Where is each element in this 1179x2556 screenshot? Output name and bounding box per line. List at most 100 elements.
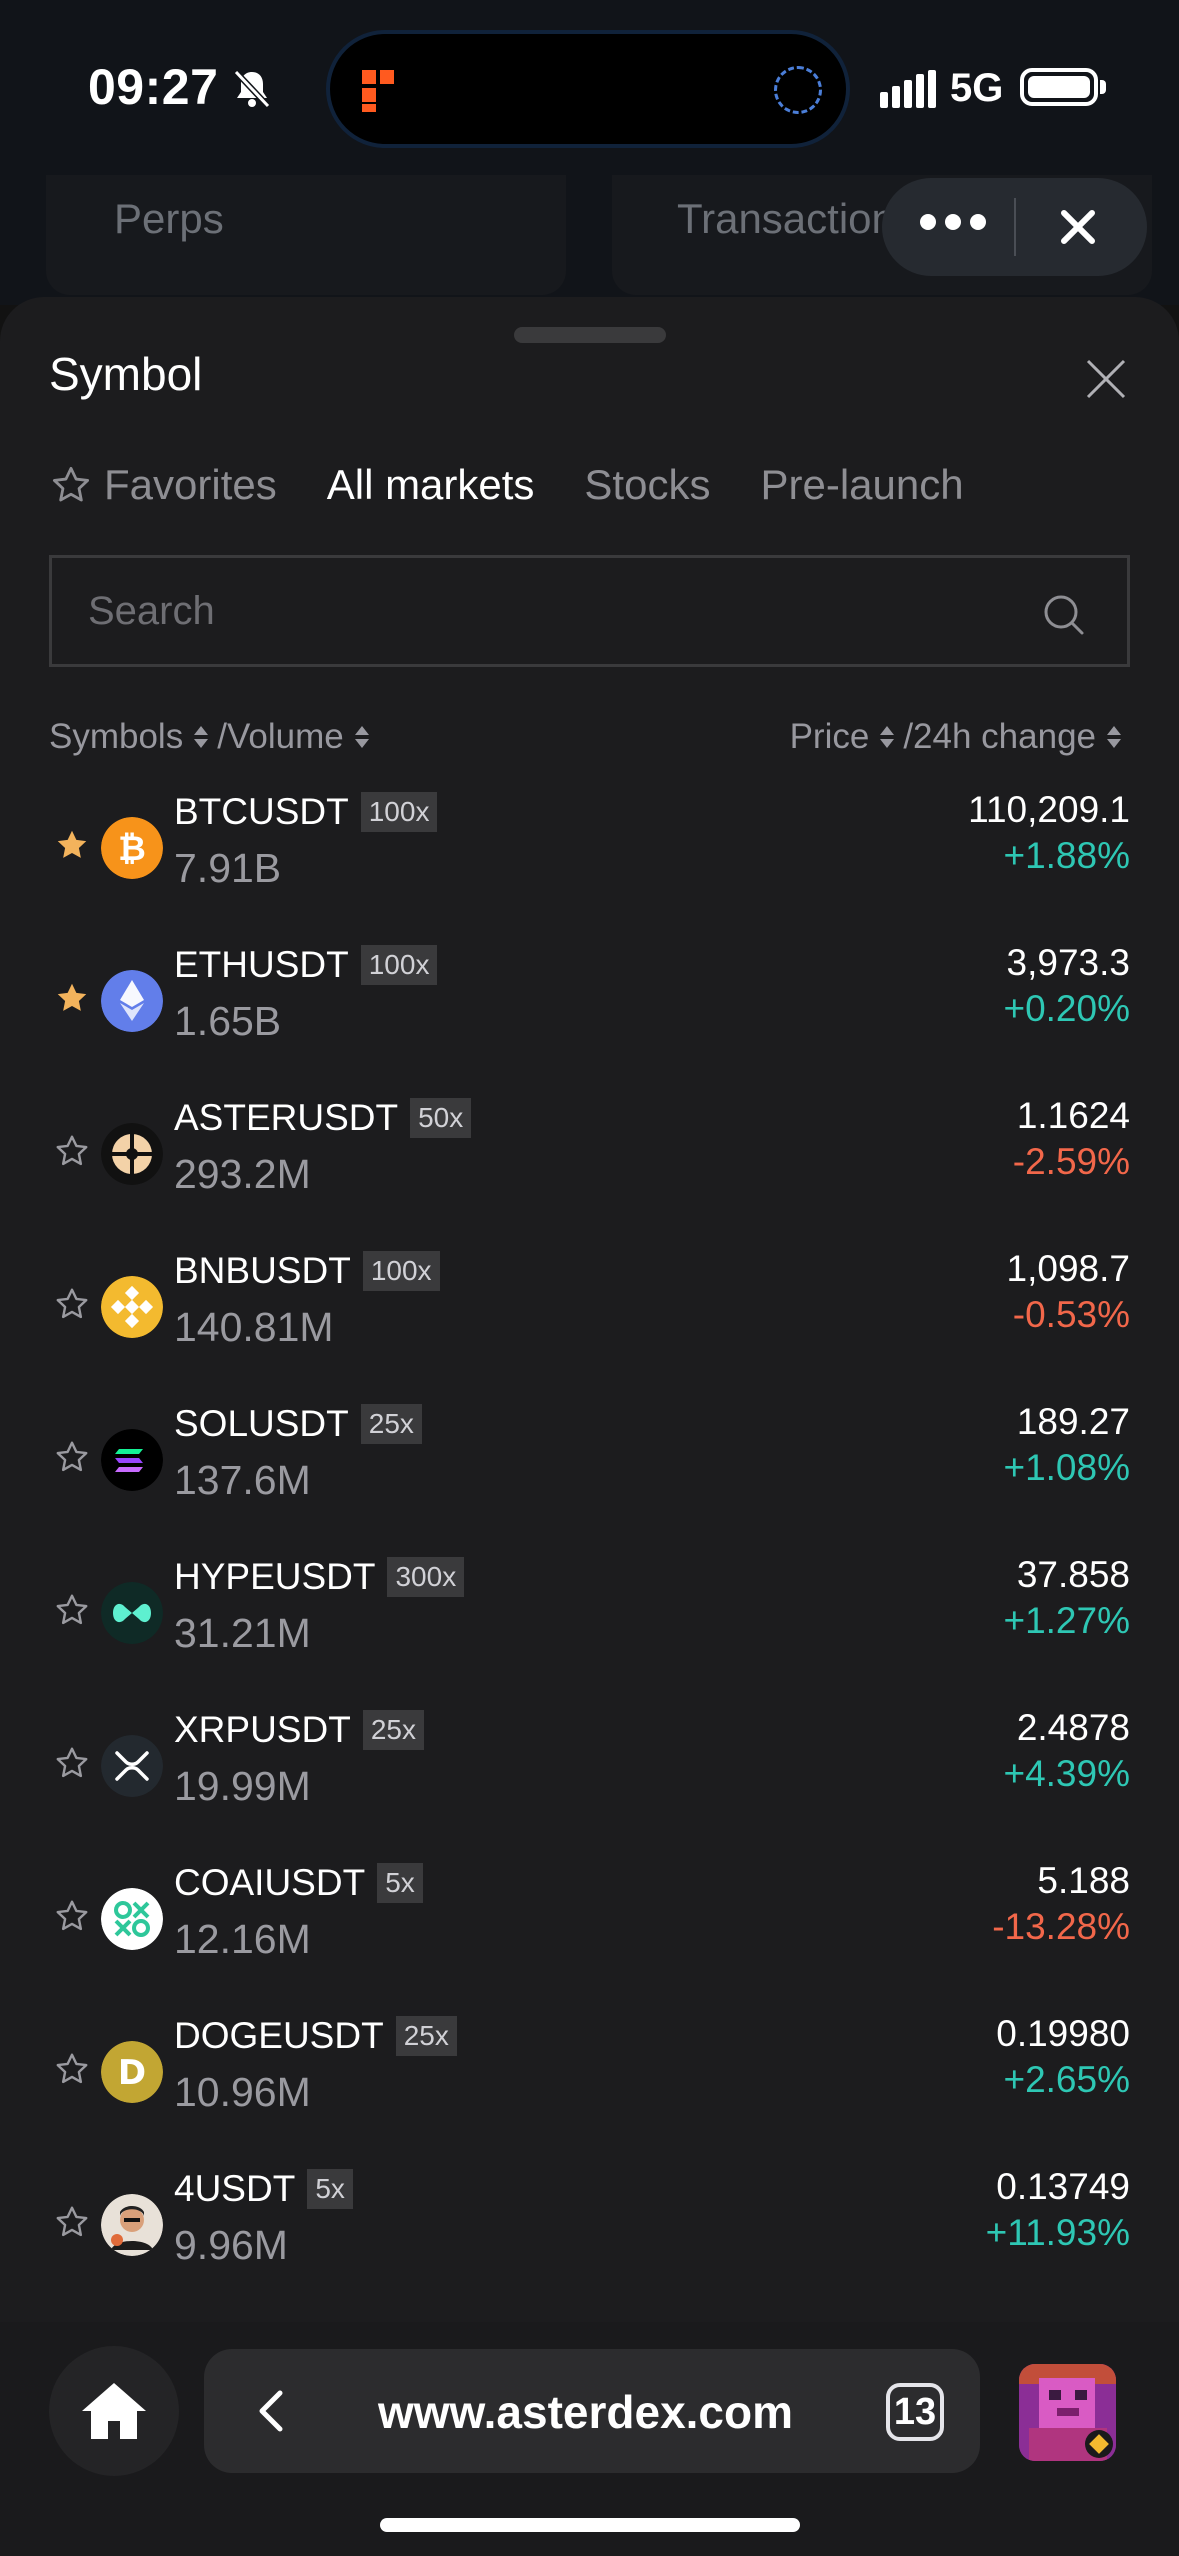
star-outline-icon[interactable] (54, 1898, 90, 1934)
sort-icon (354, 726, 369, 748)
change-value: +1.27% (1003, 1600, 1130, 1641)
star-filled-icon[interactable] (54, 980, 90, 1016)
symbol-label: 4USDT (174, 2168, 296, 2209)
market-list: ₿ BTCUSDT 100x 7.91B 110,209.1 +1.88% ETHUSDT 1… (0, 785, 1179, 2315)
market-row[interactable]: ETHUSDT 100x 1.65B 3,973.3 +0.20% (0, 938, 1179, 1091)
home-button[interactable] (49, 2346, 179, 2476)
sort-icon (194, 726, 209, 748)
star-outline-icon[interactable] (54, 1286, 90, 1322)
address-bar[interactable]: www.asterdex.com 13 (204, 2349, 980, 2473)
symbol-label: DOGEUSDT (174, 2015, 384, 2056)
leverage-badge: 100x (360, 792, 438, 832)
tab-all-markets[interactable]: All markets (326, 461, 535, 508)
symbol-name: XRPUSDT 25x (174, 1709, 424, 1751)
search-input[interactable]: Search (49, 555, 1130, 667)
search-icon[interactable] (1041, 592, 1085, 636)
change-value: +4.39% (1003, 1753, 1130, 1794)
tabs-count-button[interactable]: 13 (886, 2383, 944, 2441)
symbols-volume-sort[interactable]: Symbols /Volume (49, 717, 378, 757)
market-row[interactable]: XRPUSDT 25x 19.99M 2.4878 +4.39% (0, 1703, 1179, 1856)
change-value: +1.08% (1003, 1447, 1130, 1488)
market-row[interactable]: BNBUSDT 100x 140.81M 1,098.7 -0.53% (0, 1244, 1179, 1397)
price-value: 1.1624 (1016, 1095, 1130, 1136)
home-icon (82, 2383, 146, 2439)
svg-text:D: D (118, 2053, 146, 2093)
tab-stocks[interactable]: Stocks (584, 461, 711, 508)
status-time: 09:27 (88, 59, 219, 115)
star-outline-icon[interactable] (54, 2051, 90, 2087)
star-outline-icon[interactable] (54, 1745, 90, 1781)
symbol-label: HYPEUSDT (174, 1556, 376, 1597)
price-change-sort[interactable]: Price /24h change (790, 717, 1130, 757)
sheet-grabber[interactable] (514, 327, 666, 343)
back-icon[interactable] (248, 2387, 296, 2435)
price-value: 5.188 (1037, 1860, 1130, 1901)
symbol-name: SOLUSDT 25x (174, 1403, 422, 1445)
volume-value: 7.91B (174, 845, 282, 891)
leverage-badge: 5x (307, 2169, 353, 2209)
symbol-label: ETHUSDT (174, 944, 349, 985)
close-miniapp-icon[interactable] (1054, 203, 1102, 251)
star-outline-icon[interactable] (54, 1592, 90, 1628)
profile-avatar[interactable] (1019, 2364, 1116, 2461)
market-row[interactable]: ASTERUSDT 50x 293.2M 1.1624 -2.59% (0, 1091, 1179, 1244)
symbol-name: 4USDT 5x (174, 2168, 353, 2210)
volume-value: 9.96M (174, 2222, 288, 2268)
url-text: www.asterdex.com (378, 2386, 794, 2438)
symbol-label: XRPUSDT (174, 1709, 351, 1750)
sort-icon (1107, 726, 1121, 748)
miniapp-control-pill (882, 178, 1147, 276)
svg-text:₿: ₿ (118, 829, 146, 869)
activity-ring-icon (774, 66, 822, 114)
tab-pre-launch[interactable]: Pre-launch (760, 461, 964, 508)
leverage-badge: 50x (410, 1098, 472, 1138)
signal-icon (880, 70, 936, 108)
star-outline-icon[interactable] (54, 1133, 90, 1169)
market-row[interactable]: ₿ BTCUSDT 100x 7.91B 110,209.1 +1.88% (0, 785, 1179, 938)
browser-toolbar: www.asterdex.com 13 (0, 2322, 1179, 2556)
dynamic-island (326, 30, 850, 148)
symbol-name: ASTERUSDT 50x (174, 1097, 472, 1139)
market-row[interactable]: COAIUSDT 5x 12.16M 5.188 -13.28% (0, 1856, 1179, 2009)
change-value: -0.53% (1012, 1294, 1130, 1335)
battery-icon (1020, 68, 1098, 106)
volume-value: 31.21M (174, 1610, 311, 1656)
market-row[interactable]: SOLUSDT 25x 137.6M 189.27 +1.08% (0, 1397, 1179, 1550)
change-value: -2.59% (1012, 1141, 1130, 1182)
star-filled-icon[interactable] (54, 827, 90, 863)
tab-favorites[interactable]: Favorites (50, 461, 277, 509)
xrp-icon (101, 1735, 163, 1797)
volume-value: 12.16M (174, 1916, 311, 1962)
symbol-label: COAIUSDT (174, 1862, 366, 1903)
star-outline-icon[interactable] (54, 1439, 90, 1475)
leverage-badge: 100x (362, 1251, 440, 1291)
battery-tip (1100, 80, 1106, 94)
close-icon[interactable] (1082, 355, 1130, 403)
home-indicator (380, 2518, 800, 2532)
symbol-label: BNBUSDT (174, 1250, 351, 1291)
price-value: 189.27 (1016, 1401, 1130, 1442)
market-row[interactable]: D DOGEUSDT 25x 10.96M 0.19980 +2.65% (0, 2009, 1179, 2162)
network-label: 5G (950, 66, 1004, 110)
leverage-badge: 100x (360, 945, 438, 985)
market-row[interactable]: 4USDT 5x 9.96M 0.13749 +11.93% (0, 2162, 1179, 2315)
star-outline-icon[interactable] (54, 2204, 90, 2240)
volume-value: 19.99M (174, 1763, 311, 1809)
bnb-icon (101, 1276, 163, 1338)
ethereum-icon (101, 970, 163, 1032)
symbol-name: BNBUSDT 100x (174, 1250, 440, 1292)
price-value: 110,209.1 (968, 789, 1130, 830)
market-row[interactable]: HYPEUSDT 300x 31.21M 37.858 +1.27% (0, 1550, 1179, 1703)
leverage-badge: 25x (395, 2016, 457, 2056)
price-value: 3,973.3 (1006, 942, 1130, 983)
volume-value: 140.81M (174, 1304, 334, 1350)
aster-icon (101, 1123, 163, 1185)
leverage-badge: 5x (377, 1863, 423, 1903)
price-value: 1,098.7 (1006, 1248, 1130, 1289)
bell-muted-icon (233, 69, 271, 109)
price-value: 37.858 (1016, 1554, 1130, 1595)
price-value: 0.19980 (996, 2013, 1130, 2054)
change-value: +11.93% (985, 2212, 1130, 2253)
more-options-icon[interactable] (920, 214, 986, 230)
status-bar: 09:27 5G (0, 0, 1179, 175)
